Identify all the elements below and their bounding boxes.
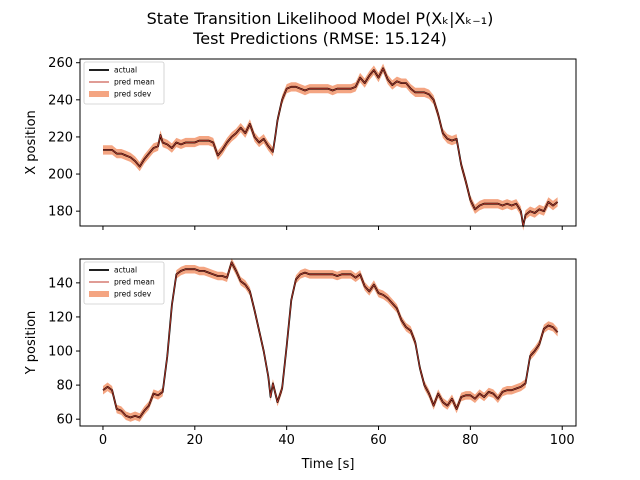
y-tick-label: 240 [48, 93, 73, 108]
pred-sdev-band [103, 63, 558, 231]
x-tick-label: 20 [187, 433, 204, 448]
chart-title: State Transition Likelihood Model P(Xₖ|X… [147, 9, 494, 28]
pred-mean-line [102, 262, 558, 418]
chart-subtitle: Test Predictions (RMSE: 15.124) [192, 29, 447, 48]
x-tick-label: 100 [550, 433, 575, 448]
x-tick-label: 60 [370, 433, 387, 448]
legend-pred-sdev-swatch [89, 91, 109, 97]
y-tick-label: 140 [48, 276, 73, 291]
legend-pred-mean-label: pred mean [114, 78, 155, 87]
axes-frame [79, 58, 577, 227]
legend: actual pred mean pred sdev [83, 261, 165, 305]
y-tick-label: 100 [48, 345, 73, 360]
legend-actual-label: actual [114, 66, 137, 75]
y-tick-label: 220 [48, 130, 73, 145]
y-tick-label: 60 [56, 413, 73, 428]
x-tick-label: 80 [462, 433, 479, 448]
y-tick-label: 80 [56, 379, 73, 394]
y-tick-label: 260 [48, 56, 73, 71]
legend-pred-mean-label: pred mean [114, 278, 155, 287]
x-axis-label: Time [s] [301, 457, 355, 472]
x-tick-label: 40 [278, 433, 295, 448]
x-position-axes: 180 200 220 240 260 X position actual pred mean… [24, 56, 577, 231]
x-tick-label: 0 [99, 433, 107, 448]
y-axis-label: X position [24, 110, 39, 175]
y-tick-label: 200 [48, 168, 73, 183]
legend-pred-sdev-swatch [89, 291, 109, 297]
legend-pred-sdev-label: pred sdev [114, 290, 152, 299]
axes-frame [79, 258, 577, 427]
y-position-axes: 0 20 40 60 80 100 60 80 100 120 140 Y position Time … [24, 258, 577, 472]
y-tick-label: 180 [48, 205, 73, 220]
y-tick-label: 120 [48, 310, 73, 325]
legend-pred-sdev-label: pred sdev [114, 90, 152, 99]
legend-actual-label: actual [114, 266, 137, 275]
pred-sdev-band [103, 258, 558, 422]
y-axis-label: Y position [24, 311, 39, 376]
legend: actual pred mean pred sdev [83, 61, 165, 105]
pred-mean-line [103, 67, 558, 227]
